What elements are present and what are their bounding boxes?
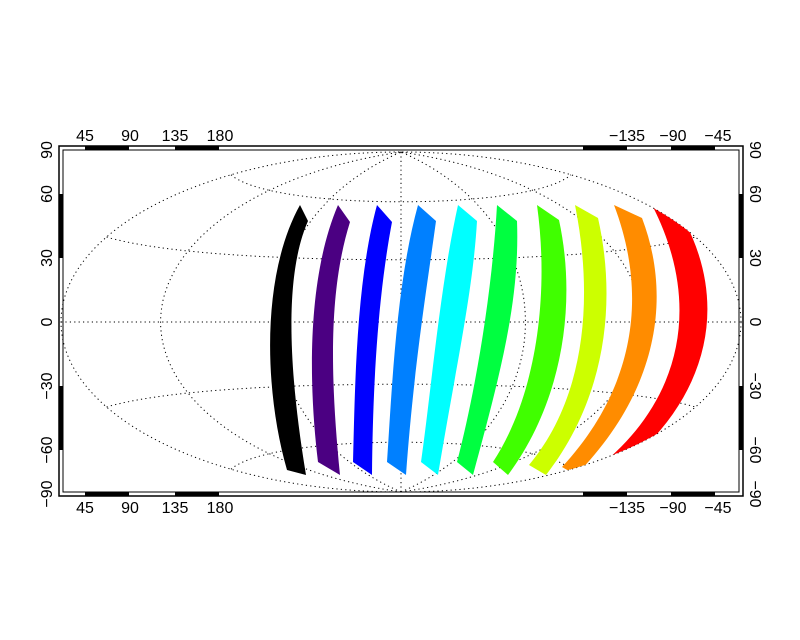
right-lat-label-neg30: −30 [746, 372, 763, 399]
bottom-lon-label-135: 135 [162, 500, 189, 517]
top-lon-label-135: 135 [162, 128, 189, 145]
top-lon-label-neg90: −90 [659, 128, 686, 145]
color-band-4 [387, 205, 436, 475]
color-band-8 [529, 205, 607, 475]
left-lat-label-30: 30 [39, 249, 56, 267]
color-band-3 [353, 205, 392, 475]
bottom-lon-labels: 45 90 135 180 −135 −90 −45 [76, 500, 732, 517]
left-lat-labels: 90 60 30 0 −30 −60 −90 [39, 141, 56, 508]
meridian-line [400, 151, 526, 493]
color-band-5 [421, 205, 477, 475]
bottom-lon-label-neg45: −45 [704, 500, 731, 517]
color-bands [270, 205, 708, 475]
meridian-line [276, 151, 402, 493]
color-band-2 [311, 205, 350, 475]
top-lon-labels: 45 90 135 180 −135 −90 −45 [76, 128, 732, 145]
bottom-lon-label-neg135: −135 [609, 500, 645, 517]
color-band-10 [592, 205, 708, 475]
bottom-lon-label-neg90: −90 [659, 500, 686, 517]
right-lat-label-neg60: −60 [746, 436, 763, 463]
parallel-line [106, 236, 696, 261]
bottom-lon-label-180: 180 [207, 500, 234, 517]
top-lon-label-180: 180 [207, 128, 234, 145]
left-lat-label-90: 90 [39, 141, 56, 159]
right-lat-labels: 90 60 30 0 −30 −60 −90 [746, 141, 763, 508]
color-band-1 [270, 205, 308, 475]
bottom-lon-label-90: 90 [121, 500, 139, 517]
color-band-6 [457, 205, 518, 475]
top-lon-label-90: 90 [121, 128, 139, 145]
right-lat-label-90: 90 [746, 141, 763, 159]
right-lat-label-neg90: −90 [746, 480, 763, 507]
color-band-9 [562, 205, 657, 475]
color-band-7 [493, 205, 567, 475]
frame-tick-bars [59, 146, 743, 496]
left-lat-label-neg90: −90 [39, 480, 56, 507]
top-lon-label-45: 45 [76, 128, 94, 145]
right-lat-label-0: 0 [746, 318, 763, 327]
top-lon-label-neg135: −135 [609, 128, 645, 145]
right-lat-label-30: 30 [746, 249, 763, 267]
left-lat-label-neg60: −60 [39, 436, 56, 463]
top-lon-label-neg45: −45 [704, 128, 731, 145]
left-lat-label-60: 60 [39, 185, 56, 203]
meridian-line [160, 151, 402, 493]
bottom-lon-label-45: 45 [76, 500, 94, 517]
right-lat-label-60: 60 [746, 185, 763, 203]
left-lat-label-0: 0 [39, 317, 56, 326]
left-lat-label-neg30: −30 [39, 372, 56, 399]
